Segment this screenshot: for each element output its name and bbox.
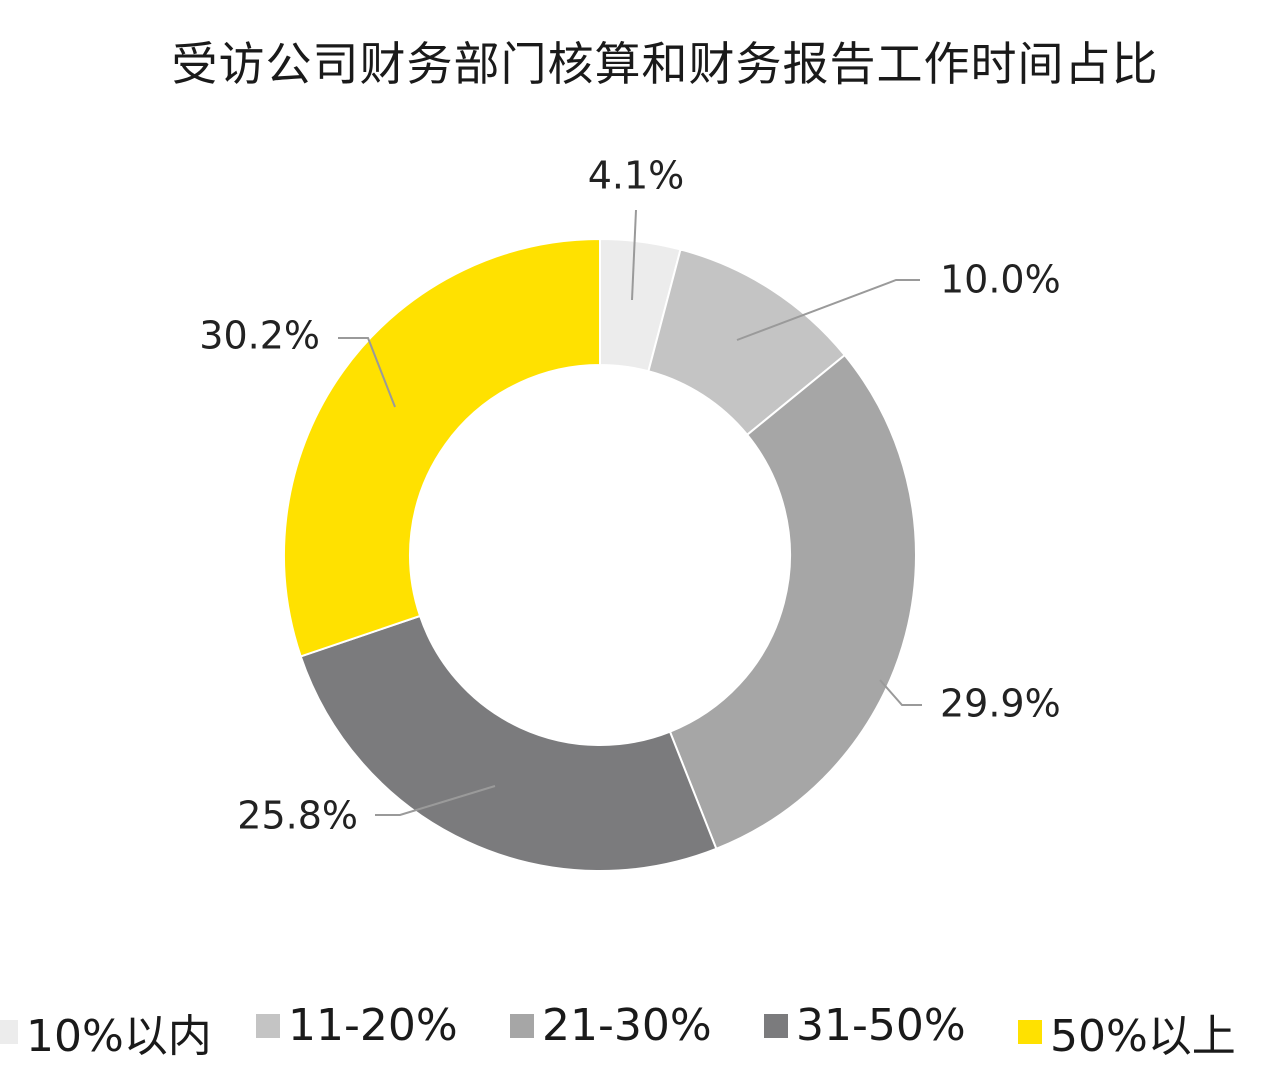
data-label-10-percent-or-less: 4.1%: [588, 154, 685, 198]
legend-label: 10%以内: [26, 1011, 212, 1062]
data-label-over-50: 30.2%: [199, 314, 320, 358]
legend-swatch: [510, 1013, 534, 1038]
legend-item-11-20: 11-20%: [256, 1000, 458, 1051]
legend-label: 31-50%: [796, 1000, 966, 1051]
legend-item-10-percent-or-less: 10%以内: [0, 1000, 212, 1064]
leader-line-11-20: [736, 279, 920, 341]
leader-line-10-percent-or-less: [631, 209, 637, 301]
leader-line-over-50: [338, 337, 396, 408]
donut-slice-over-50: [283, 237, 601, 658]
chart-title: 受访公司财务部门核算和财务报告工作时间占比: [171, 37, 1159, 91]
legend-item-21-30: 21-30%: [510, 1000, 712, 1051]
donut-chart: 4.1% 10.0% 29.9% 25.8% 30.2%: [199, 154, 1061, 872]
leader-line-31-50: [375, 785, 496, 816]
data-label-11-20: 10.0%: [940, 258, 1061, 302]
legend-swatch: [256, 1013, 280, 1038]
legend-item-over-50: 50%以上: [1018, 1000, 1236, 1064]
legend-label: 11-20%: [288, 1000, 458, 1051]
data-label-31-50: 25.8%: [237, 794, 358, 838]
legend-label: 50%以上: [1050, 1011, 1236, 1062]
legend-swatch: [764, 1013, 788, 1038]
donut-slice-21-30: [668, 353, 917, 851]
legend: 10%以内 11-20% 21-30% 31-50% 50%以上: [0, 1000, 1286, 1062]
leader-line-21-30: [879, 679, 922, 706]
legend-swatch: [0, 1020, 18, 1044]
data-label-21-30: 29.9%: [940, 682, 1061, 726]
legend-label: 21-30%: [542, 1000, 712, 1051]
donut-slice-31-50: [299, 614, 718, 872]
legend-item-31-50: 31-50%: [764, 1000, 966, 1051]
legend-swatch: [1018, 1020, 1042, 1044]
